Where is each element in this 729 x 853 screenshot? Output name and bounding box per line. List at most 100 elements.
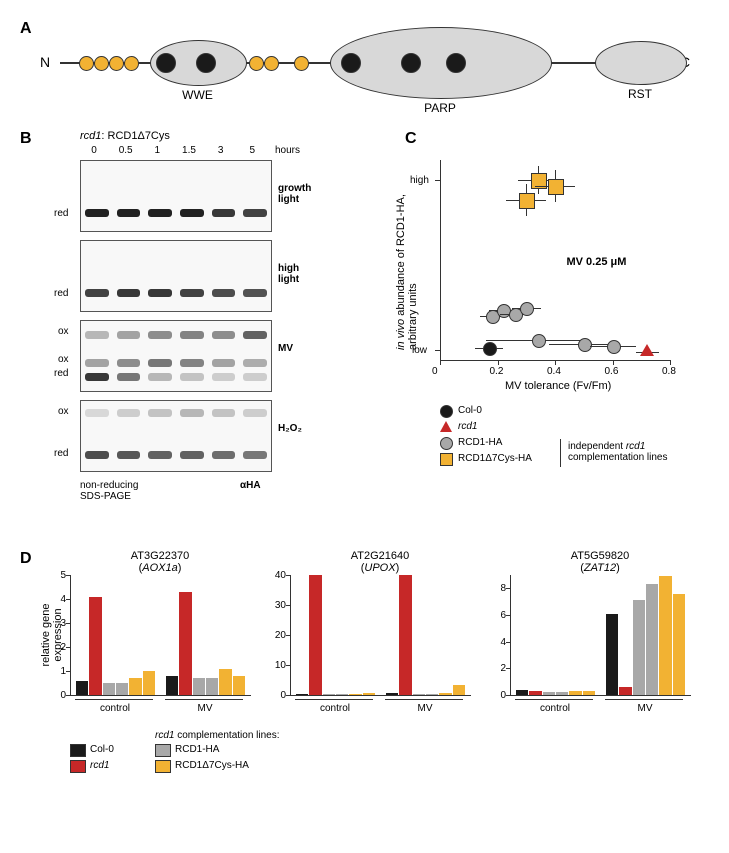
- sds-page-label: non-reducing SDS-PAGE: [80, 480, 138, 502]
- gel-band: [117, 409, 141, 417]
- treatment-label: MV: [278, 343, 293, 354]
- gel-band: [180, 409, 204, 417]
- gel-band: [117, 209, 141, 217]
- scatter-point: [520, 302, 534, 316]
- bar: [143, 671, 155, 695]
- legend-label: rcd1: [90, 760, 109, 771]
- y-tick-label: 2: [490, 663, 506, 674]
- bar: [323, 694, 335, 695]
- cysteine-dot: [94, 56, 109, 71]
- bar: [426, 694, 438, 696]
- y-tick-label: 30: [270, 600, 286, 611]
- scatter-point: [578, 338, 592, 352]
- gel-band: [85, 289, 109, 297]
- gel-band: [212, 331, 236, 339]
- bar: [516, 690, 528, 695]
- treatment-label: growth light: [278, 183, 311, 205]
- bar: [206, 678, 218, 695]
- bar: [349, 694, 361, 696]
- bar: [336, 694, 348, 695]
- scatter-point: [548, 179, 564, 195]
- y-tick-label: 8: [490, 583, 506, 594]
- legend-swatch: [70, 760, 86, 773]
- n-terminus: N: [40, 54, 50, 70]
- gel-band: [212, 409, 236, 417]
- bar: [193, 678, 205, 695]
- gel-band: [85, 409, 109, 417]
- red-label: red: [54, 448, 68, 459]
- legend-note: independent rcd1complementation lines: [568, 441, 668, 463]
- bar: [529, 691, 541, 695]
- gel-band: [180, 359, 204, 367]
- gel-band: [148, 451, 172, 459]
- cysteine-dot: [401, 53, 421, 73]
- domain-parp: [330, 27, 552, 99]
- red-label: red: [54, 288, 68, 299]
- scatter-point: [483, 342, 497, 356]
- panel-b: B rcd1: RCD1Δ7Cys00.511.535hoursredgrowt…: [20, 130, 350, 530]
- legend-marker: [440, 453, 453, 466]
- bar: [399, 575, 411, 695]
- domain-schematic: NCWWEPARPRST: [40, 34, 690, 114]
- cysteine-dot: [156, 53, 176, 73]
- y-tick-label: 40: [270, 570, 286, 581]
- treatment-text: MV 0.25 μM: [567, 256, 627, 268]
- bar: [633, 600, 645, 695]
- timepoint-label: 0: [80, 145, 108, 156]
- gel-band: [148, 209, 172, 217]
- cysteine-dot: [196, 53, 216, 73]
- gel-band: [148, 289, 172, 297]
- timepoint-label: 1.5: [175, 145, 203, 156]
- gel-band: [85, 331, 109, 339]
- legend-swatch: [70, 744, 86, 757]
- y-tick-label: 10: [270, 660, 286, 671]
- bar: [439, 693, 451, 695]
- y-tick-label: 1: [50, 666, 66, 677]
- legend-label: RCD1Δ7Cys-HA: [175, 760, 249, 771]
- gel-band: [180, 373, 204, 381]
- timepoint-label: 0.5: [112, 145, 140, 156]
- gene-title: AT3G22370(AOX1a): [70, 550, 250, 574]
- cysteine-dot: [294, 56, 309, 71]
- legend-label: Col-0: [458, 405, 482, 416]
- bar: [453, 685, 465, 696]
- scatter-point: [532, 334, 546, 348]
- gel-band: [148, 359, 172, 367]
- gel-band: [85, 359, 109, 367]
- x-tick-label: 0.4: [547, 366, 561, 377]
- y-tick-label: 4: [50, 594, 66, 605]
- timepoint-label: 1: [143, 145, 171, 156]
- ox-label: ox: [58, 354, 69, 365]
- panel-a: A NCWWEPARPRST: [20, 20, 709, 120]
- legend-marker: [440, 437, 453, 450]
- ox-label: ox: [58, 326, 69, 337]
- cysteine-dot: [79, 56, 94, 71]
- bar: [76, 681, 88, 695]
- panel-d-label: D: [20, 550, 32, 568]
- gel-band: [148, 373, 172, 381]
- legend-label: RCD1-HA: [458, 437, 502, 448]
- gel-band: [243, 409, 267, 417]
- gel-band: [85, 373, 109, 381]
- timepoint-label: 5: [238, 145, 266, 156]
- cysteine-dot: [124, 56, 139, 71]
- legend-marker: [440, 405, 453, 418]
- bar: [116, 683, 128, 695]
- gel-band: [243, 373, 267, 381]
- panel-c-label: C: [405, 130, 417, 148]
- gel-band: [243, 331, 267, 339]
- cysteine-dot: [264, 56, 279, 71]
- y-tick-label: 0: [270, 690, 286, 701]
- bar: [413, 694, 425, 696]
- legend-label: Col-0: [90, 744, 114, 755]
- y-tick-label: 20: [270, 630, 286, 641]
- group-label: control: [290, 703, 380, 714]
- x-axis-label: MV tolerance (Fv/Fm): [505, 380, 611, 392]
- gel-band: [243, 289, 267, 297]
- bar: [103, 683, 115, 695]
- gel-area: rcd1: RCD1Δ7Cys00.511.535hoursredgrowth …: [45, 130, 345, 530]
- gel-band: [117, 289, 141, 297]
- legend-swatch: [155, 744, 171, 757]
- x-tick-label: 0.6: [605, 366, 619, 377]
- panel-c: C 00.20.40.60.8lowhighin vivo abundance …: [380, 130, 700, 490]
